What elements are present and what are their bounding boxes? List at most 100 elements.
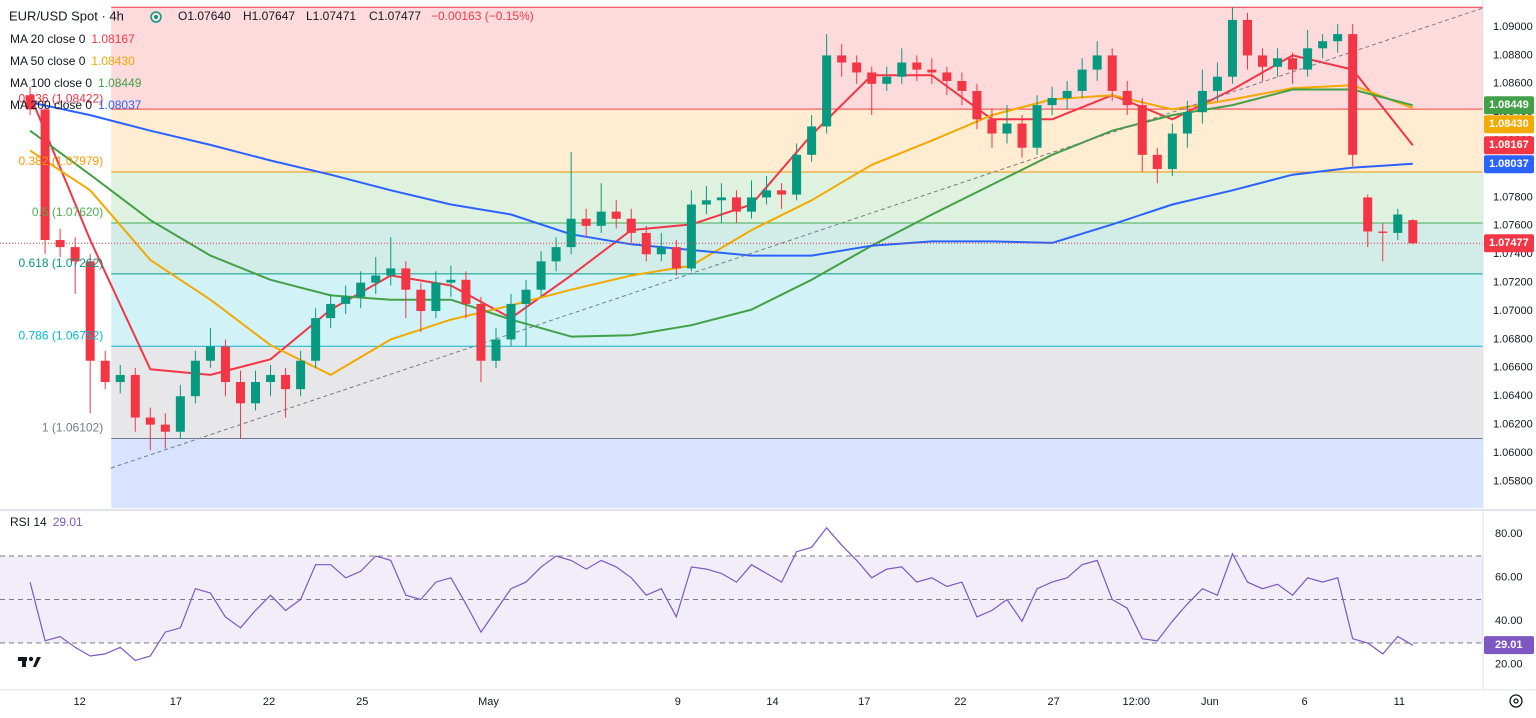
candle-body (371, 275, 381, 283)
rsi-value: 29.01 (53, 515, 83, 529)
legend-value: 1.08037 (98, 98, 142, 112)
candle-body (130, 374, 140, 418)
x-tick-label: 12:00 (1122, 696, 1150, 708)
candle-body (145, 417, 155, 425)
candle-body (912, 62, 922, 70)
candle-body (762, 190, 772, 198)
candle-body (536, 261, 546, 290)
x-tick-label: May (478, 696, 499, 708)
candle-body (235, 382, 245, 404)
candle-body (927, 69, 937, 73)
candle-body (897, 62, 907, 77)
candle-body (1363, 197, 1373, 232)
candle-body (1227, 19, 1237, 77)
x-tick-label: 27 (1047, 696, 1059, 708)
close-label: C1.07477 (369, 9, 421, 23)
fib-level-label: 0.5 (1.07620) (32, 205, 103, 219)
x-tick-label: 25 (356, 696, 368, 708)
fib-level-label: 0.382 (1.07979) (18, 154, 103, 168)
candle-body (1002, 123, 1012, 134)
price-badge-label: 1.07477 (1489, 237, 1529, 249)
candle-body (1122, 90, 1132, 106)
fib-band (111, 7, 1484, 110)
fib-extension-band (111, 438, 1484, 508)
x-tick-label: 22 (263, 696, 275, 708)
price-badge-label: 1.08430 (1489, 118, 1529, 130)
candle-body (626, 218, 636, 233)
candle-body (461, 279, 471, 304)
y-tick-label: 1.07200 (1493, 277, 1533, 289)
trend-line (110, 7, 1484, 469)
y-tick-label: 1.07600 (1493, 220, 1533, 232)
settings-icon[interactable] (1509, 694, 1523, 708)
candle-body (566, 218, 576, 248)
overlay-layer: 0.236 (1.08422) 0.382 (1.07979) 0.5 (1.076… (0, 32, 1483, 435)
y-tick-label: 1.08600 (1493, 78, 1533, 90)
y-tick-label: 1.06000 (1493, 447, 1533, 459)
candle-body (716, 197, 726, 201)
x-tick-label: 11 (1394, 696, 1405, 708)
candle-body (341, 296, 351, 304)
candle-body (1182, 112, 1192, 134)
candle-body (671, 247, 681, 269)
status-icon-dot (154, 15, 158, 19)
y-tick-label: 1.06600 (1493, 362, 1533, 374)
candle-body (1303, 48, 1313, 70)
candle-body (1242, 19, 1252, 56)
candle-body (1273, 58, 1283, 67)
ma-line (29, 101, 1413, 257)
legend-name: MA 200 close 0 (10, 98, 92, 112)
candle-body (100, 360, 110, 383)
candle-body (746, 197, 757, 212)
candle-body (476, 303, 486, 361)
price-badge-label: 1.08167 (1489, 139, 1529, 151)
rsi-tick-label: 60.00 (1495, 572, 1523, 584)
price-badge (1484, 155, 1534, 174)
price-badge (1484, 136, 1534, 155)
candle-body (611, 211, 621, 219)
fib-level-label: 0.786 (1.06752) (18, 328, 103, 342)
candle-body (882, 76, 892, 84)
candle-layer (25, 7, 1418, 451)
candle-body (1288, 58, 1298, 70)
candle-body (1318, 41, 1328, 49)
open-label: O1.07640 (178, 9, 231, 23)
candle-body (852, 62, 862, 73)
candle-body (581, 218, 591, 226)
legend-name: MA 20 close 0 (10, 32, 86, 46)
high-label: H1.07647 (243, 9, 295, 23)
candle-body (85, 261, 95, 361)
symbol-title: EUR/USD Spot · 4h (9, 8, 124, 23)
candle-body (686, 204, 696, 269)
candle-body (822, 55, 832, 127)
candle-body (250, 382, 261, 404)
candle-body (1212, 76, 1222, 91)
candle-body (957, 80, 967, 91)
candle-body (160, 424, 170, 432)
candle-body (777, 190, 787, 195)
candle-body (266, 374, 276, 383)
candle-body (1047, 98, 1057, 106)
x-tick-label: 17 (858, 696, 870, 708)
x-tick-label: 6 (1302, 696, 1308, 708)
candle-body (596, 211, 606, 226)
candle-body (1062, 90, 1072, 99)
legend-value: 1.08449 (98, 76, 142, 90)
fib-layer (111, 6, 1484, 508)
change-label: −0.00163 (−0.15%) (431, 9, 534, 23)
candle-body (386, 268, 396, 276)
legend-name: MA 50 close 0 (10, 54, 86, 68)
ma-line (29, 88, 1414, 338)
price-badge-label: 1.08037 (1489, 158, 1529, 170)
candle-body (1032, 105, 1042, 148)
candle-body (220, 346, 230, 383)
candle-body (972, 90, 982, 120)
candle-body (1393, 214, 1403, 233)
x-tick-label: 22 (954, 696, 966, 708)
candle-body (641, 232, 651, 255)
rsi-line (29, 526, 1414, 662)
candle-body (416, 289, 426, 312)
price-badge (1484, 115, 1534, 134)
